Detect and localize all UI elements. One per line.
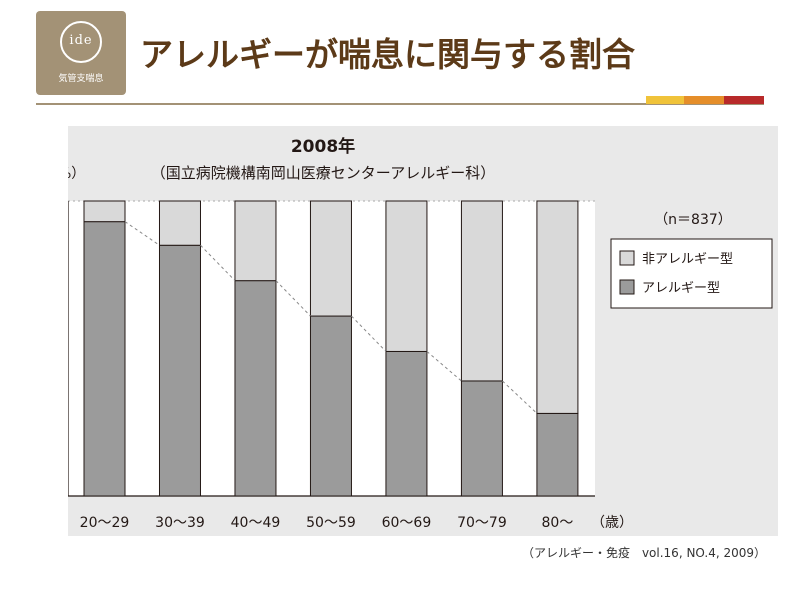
- bar-allergic: [158, 244, 201, 497]
- n-label: （n＝837）: [654, 212, 732, 228]
- x-tick-label: 80〜: [542, 515, 574, 531]
- bar-allergic: [309, 315, 352, 497]
- header-rule: [36, 103, 764, 105]
- bar-non-allergic: [158, 200, 201, 246]
- bar-non-allergic: [385, 200, 428, 352]
- trend-line-segment: [200, 244, 236, 281]
- trend-line-segment: [502, 380, 538, 414]
- chart-title: 2008年: [291, 136, 355, 157]
- y-axis-label: （%）: [68, 166, 85, 182]
- chart-panel: 2008年 （国立病院機構南岡山医療センターアレルギー科） （%） （歳） （n…: [68, 126, 778, 536]
- trend-line-segment: [426, 351, 462, 382]
- accent-red: [724, 96, 764, 104]
- bar-non-allergic: [83, 200, 126, 223]
- page-title: アレルギーが喘息に関与する割合: [140, 35, 635, 74]
- legend-box: [610, 238, 773, 309]
- logo-word: ide: [69, 33, 93, 48]
- bar-allergic: [234, 280, 277, 497]
- bar-allergic: [536, 412, 579, 497]
- legend-label: 非アレルギー型: [642, 252, 733, 267]
- stacked-bar-chart: 2008年 （国立病院機構南岡山医療センターアレルギー科） （%） （歳） （n…: [68, 136, 773, 531]
- bar-non-allergic: [536, 200, 579, 414]
- logo-ring: [60, 21, 102, 63]
- bar-allergic: [83, 221, 126, 497]
- x-tick-label: 30〜39: [155, 515, 205, 531]
- bar-allergic: [460, 380, 503, 497]
- x-tick-label: 70〜79: [457, 515, 507, 531]
- bar-non-allergic: [460, 200, 503, 382]
- legend-label: アレルギー型: [642, 281, 720, 296]
- x-tick-label: 50〜59: [306, 515, 356, 531]
- x-tick-label: 40〜49: [231, 515, 281, 531]
- logo-subtitle: 気管支喘息: [58, 74, 104, 84]
- source-citation: （アレルギー・免疫 vol.16, NO.4, 2009）: [521, 546, 766, 560]
- x-tick-label: 20〜29: [80, 515, 130, 531]
- bar-non-allergic: [234, 200, 277, 282]
- trend-line-segment: [275, 280, 311, 317]
- legend-swatch: [619, 279, 635, 295]
- chart-subtitle: （国立病院機構南岡山医療センターアレルギー科）: [151, 164, 495, 182]
- bar-non-allergic: [309, 200, 352, 317]
- trend-line-segment: [124, 221, 160, 246]
- legend-swatch: [619, 250, 635, 266]
- x-tick-label: 60〜69: [382, 515, 432, 531]
- x-axis-unit: （歳）: [591, 515, 633, 531]
- bar-allergic: [385, 350, 428, 497]
- accent-orange: [684, 96, 724, 104]
- trend-line-segment: [351, 315, 387, 352]
- logo: ide 気管支喘息: [36, 11, 126, 95]
- accent-yellow: [646, 96, 684, 104]
